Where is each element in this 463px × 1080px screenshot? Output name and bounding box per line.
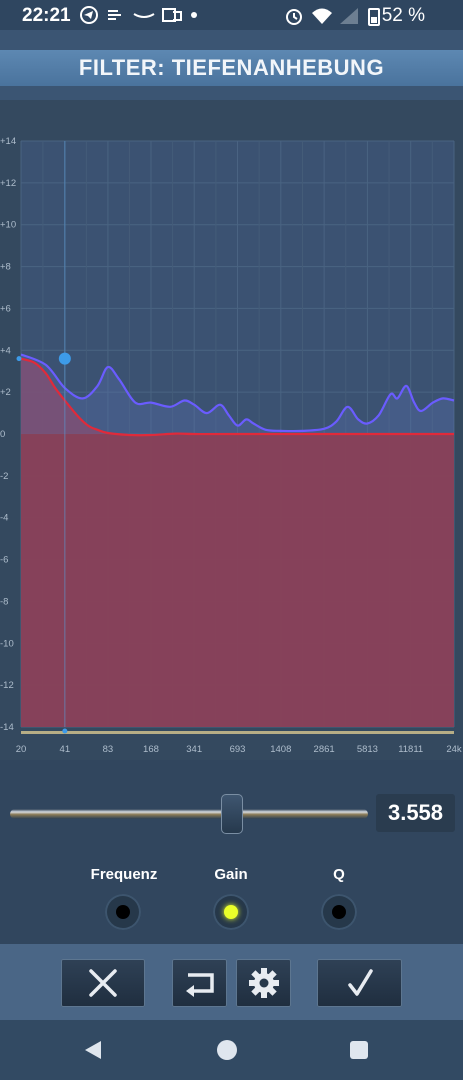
y-tick-label: -6 — [0, 555, 8, 566]
total-response-line — [20, 353, 455, 433]
filter-fill — [21, 358, 454, 727]
x-tick-label: 693 — [230, 744, 246, 755]
x-tick-label: 83 — [103, 744, 114, 755]
close-icon — [89, 969, 117, 997]
confirm-button[interactable] — [317, 959, 402, 1007]
x-tick-label: 341 — [186, 744, 202, 755]
wifi-icon — [312, 8, 332, 24]
gear-icon — [248, 968, 279, 998]
gain-slider-track[interactable] — [10, 809, 368, 819]
alarm-icon — [286, 9, 302, 25]
control-point — [16, 356, 22, 362]
data-saver-icon — [108, 10, 121, 20]
param-label-frequenz: Frequenz — [90, 866, 158, 883]
filter-response-line — [20, 357, 454, 437]
y-tick-label: 0 — [0, 429, 5, 440]
y-tick-label: -10 — [0, 638, 14, 649]
baseline-bar — [21, 731, 454, 734]
x-tick-label: 24k — [446, 744, 462, 755]
y-tick-label: +6 — [0, 303, 11, 314]
settings-button[interactable] — [236, 959, 291, 1007]
y-tick-label: +2 — [0, 387, 11, 398]
x-tick-label: 5813 — [357, 744, 378, 755]
y-tick-label: +12 — [0, 178, 16, 189]
page-title: FILTER: TIEFENANHEBUNG — [78, 55, 385, 80]
param-label-gain: Gain — [214, 866, 248, 883]
param-select-q[interactable] — [321, 894, 357, 930]
x-tick-label: 20 — [16, 744, 27, 755]
y-tick-label: +14 — [0, 136, 16, 147]
y-tick-label: -4 — [0, 513, 8, 524]
y-tick-label: +8 — [0, 262, 11, 273]
recents-icon[interactable] — [348, 1039, 370, 1061]
y-tick-label: -12 — [0, 680, 14, 691]
y-tick-label: -8 — [0, 596, 8, 607]
radio-dot — [332, 905, 346, 919]
gain-value: 3.558 — [376, 794, 455, 832]
x-tick-label: 11811 — [398, 744, 423, 755]
y-tick-label: -2 — [0, 471, 8, 482]
battery-percent: 52 % — [381, 5, 425, 26]
status-time: 22:21 — [22, 5, 71, 26]
dot-icon — [191, 12, 197, 18]
status-bar: 22:21 52 % — [0, 0, 463, 30]
x-tick-label: 2861 — [314, 744, 335, 755]
undo-icon — [185, 973, 214, 997]
back-icon[interactable] — [82, 1039, 104, 1061]
cancel-button[interactable] — [61, 959, 145, 1007]
system-nav-bar — [0, 1020, 463, 1080]
control-point — [62, 728, 68, 734]
header-band — [0, 50, 463, 86]
param-label-q: Q — [333, 866, 345, 883]
radio-dot — [116, 905, 130, 919]
y-tick-label: -14 — [0, 722, 14, 733]
gain-slider-thumb[interactable] — [220, 794, 243, 834]
reset-button[interactable] — [172, 959, 227, 1007]
y-tick-label: +4 — [0, 345, 11, 356]
x-tick-label: 41 — [60, 744, 71, 755]
control-point — [58, 352, 71, 365]
telegram-icon — [80, 6, 98, 24]
x-tick-label: 168 — [143, 744, 159, 755]
home-icon[interactable] — [215, 1038, 239, 1062]
param-select-frequenz[interactable] — [105, 894, 141, 930]
radio-dot-active — [224, 905, 238, 919]
check-icon — [347, 969, 373, 996]
battery-icon — [368, 8, 380, 26]
y-tick-label: +10 — [0, 220, 16, 231]
amazon-icon — [133, 13, 155, 18]
total-fill — [21, 354, 454, 434]
param-select-gain[interactable] — [213, 894, 249, 930]
outlook-icon — [162, 8, 182, 22]
signal-icon — [340, 8, 358, 24]
x-tick-label: 1408 — [270, 744, 291, 755]
